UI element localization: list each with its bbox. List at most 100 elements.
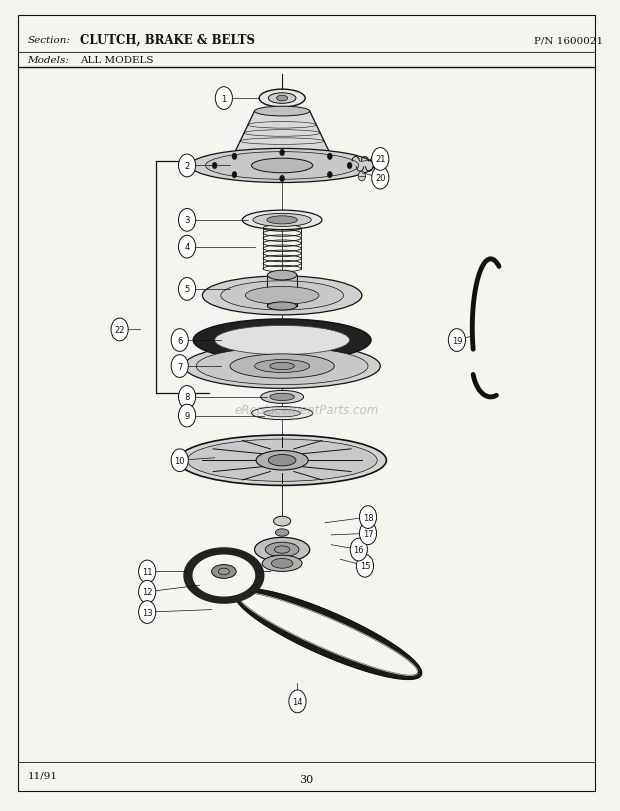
Circle shape — [347, 163, 352, 169]
Ellipse shape — [260, 391, 304, 404]
Circle shape — [232, 172, 237, 178]
Ellipse shape — [246, 287, 319, 305]
Ellipse shape — [267, 217, 298, 225]
Circle shape — [111, 319, 128, 341]
Circle shape — [358, 172, 366, 182]
Circle shape — [179, 155, 196, 178]
Circle shape — [360, 506, 376, 529]
Ellipse shape — [255, 538, 310, 562]
Polygon shape — [228, 112, 336, 166]
Ellipse shape — [197, 348, 368, 385]
Text: 21: 21 — [375, 155, 386, 165]
Text: eReplacementParts.com: eReplacementParts.com — [234, 403, 379, 416]
Circle shape — [171, 355, 188, 378]
Polygon shape — [239, 593, 417, 676]
Ellipse shape — [277, 97, 288, 102]
Text: Models:: Models: — [28, 55, 69, 65]
Text: Section:: Section: — [28, 36, 71, 45]
Ellipse shape — [215, 326, 350, 355]
Text: 13: 13 — [142, 607, 153, 617]
Text: 12: 12 — [142, 587, 153, 597]
Ellipse shape — [256, 451, 308, 470]
Circle shape — [179, 236, 196, 259]
Circle shape — [327, 172, 332, 178]
Ellipse shape — [253, 214, 311, 227]
Text: 11: 11 — [142, 567, 153, 577]
Ellipse shape — [262, 556, 302, 572]
Ellipse shape — [184, 345, 380, 389]
Ellipse shape — [259, 90, 305, 108]
Ellipse shape — [265, 543, 299, 557]
Circle shape — [232, 154, 237, 161]
Circle shape — [179, 209, 196, 232]
Text: 5: 5 — [184, 285, 190, 294]
Ellipse shape — [190, 149, 374, 183]
Ellipse shape — [202, 277, 362, 315]
Text: 2: 2 — [184, 161, 190, 171]
Circle shape — [215, 88, 232, 110]
Circle shape — [371, 148, 389, 171]
Text: 3: 3 — [184, 216, 190, 225]
Text: 17: 17 — [363, 529, 373, 539]
Ellipse shape — [205, 152, 359, 180]
Ellipse shape — [242, 211, 322, 230]
Ellipse shape — [190, 552, 257, 591]
Circle shape — [280, 150, 285, 157]
Ellipse shape — [268, 94, 296, 105]
Circle shape — [289, 690, 306, 713]
Ellipse shape — [200, 559, 249, 586]
Text: 18: 18 — [363, 513, 373, 522]
Circle shape — [212, 163, 217, 169]
Text: 14: 14 — [292, 697, 303, 706]
Ellipse shape — [255, 107, 310, 117]
Text: 9: 9 — [184, 411, 190, 421]
Ellipse shape — [267, 303, 297, 311]
Text: 15: 15 — [360, 561, 370, 571]
Ellipse shape — [264, 410, 301, 418]
Text: 19: 19 — [452, 336, 462, 345]
Polygon shape — [193, 556, 255, 596]
Circle shape — [139, 581, 156, 603]
Text: CLUTCH, BRAKE & BELTS: CLUTCH, BRAKE & BELTS — [80, 34, 255, 47]
Ellipse shape — [272, 559, 293, 569]
Circle shape — [139, 560, 156, 583]
Ellipse shape — [270, 363, 294, 370]
Ellipse shape — [178, 436, 386, 486]
Text: 7: 7 — [177, 362, 182, 371]
Text: 6: 6 — [177, 336, 182, 345]
Text: P/N 1600021: P/N 1600021 — [534, 36, 603, 45]
Circle shape — [179, 386, 196, 409]
Text: 16: 16 — [353, 545, 364, 555]
Ellipse shape — [193, 320, 371, 362]
Ellipse shape — [252, 159, 313, 174]
Circle shape — [360, 522, 376, 545]
Polygon shape — [234, 589, 422, 680]
Circle shape — [171, 329, 188, 352]
Text: 1: 1 — [221, 94, 226, 104]
Circle shape — [179, 278, 196, 301]
Polygon shape — [267, 276, 297, 307]
Text: 8: 8 — [184, 393, 190, 402]
Ellipse shape — [273, 517, 291, 526]
Ellipse shape — [187, 440, 377, 482]
Ellipse shape — [255, 360, 310, 373]
Ellipse shape — [267, 271, 297, 281]
Text: 20: 20 — [375, 174, 386, 183]
Circle shape — [371, 167, 389, 190]
Ellipse shape — [275, 547, 290, 553]
Ellipse shape — [211, 565, 236, 579]
Circle shape — [327, 154, 332, 161]
Text: 22: 22 — [114, 325, 125, 335]
Ellipse shape — [270, 394, 294, 401]
Circle shape — [171, 449, 188, 472]
Ellipse shape — [268, 455, 296, 466]
Polygon shape — [184, 548, 264, 603]
Text: 11/91: 11/91 — [28, 770, 58, 780]
Text: 10: 10 — [174, 456, 185, 466]
Circle shape — [179, 405, 196, 427]
Ellipse shape — [275, 530, 289, 537]
Circle shape — [448, 329, 466, 352]
Text: 30: 30 — [299, 774, 314, 783]
Ellipse shape — [252, 407, 313, 420]
Ellipse shape — [218, 569, 229, 575]
